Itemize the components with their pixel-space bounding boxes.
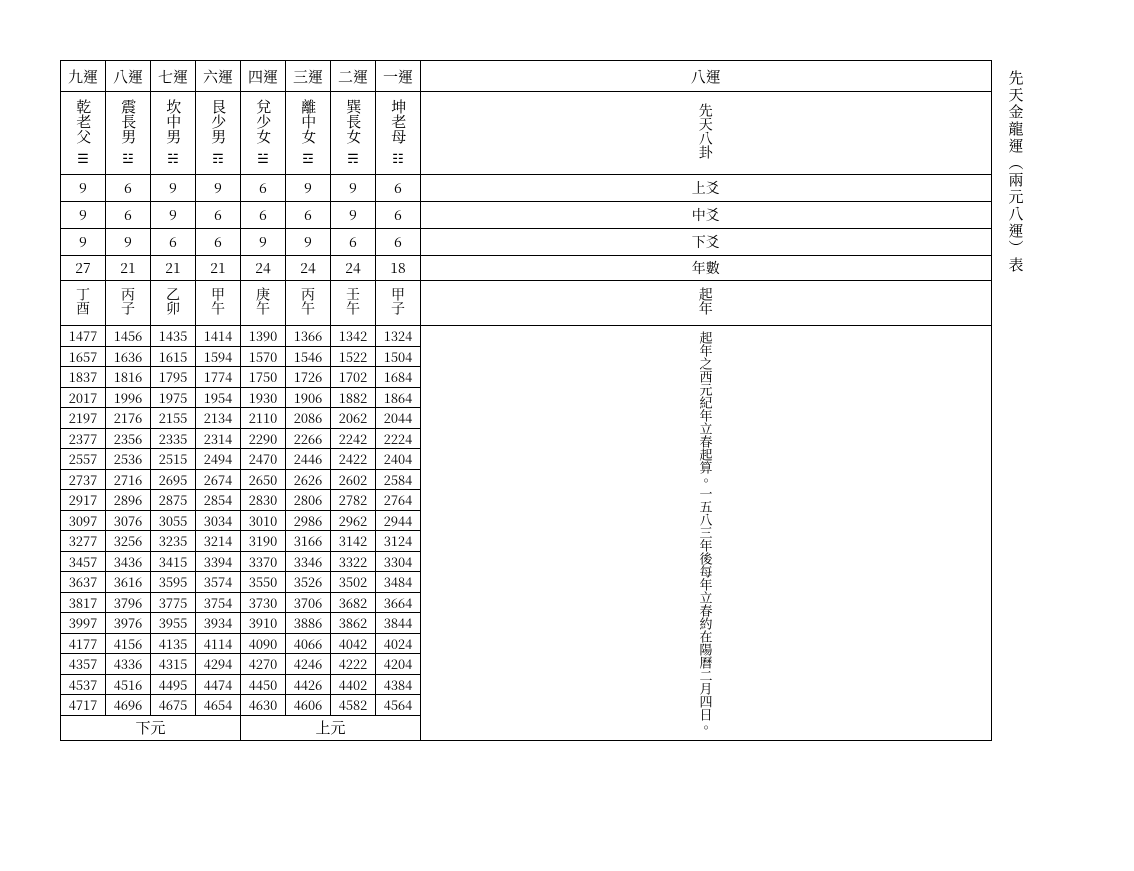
bagua-cell: 乾老父☰ xyxy=(61,92,106,175)
qinian-row: 丁酉 丙子 乙卯 甲午 庚午 丙午 壬午 甲子 起年 xyxy=(61,281,992,326)
trigram-icon: ☷ xyxy=(376,151,420,167)
bagua-cell: 震長男☳ xyxy=(106,92,151,175)
bagua-cell: 巽長女☴ xyxy=(331,92,376,175)
footer-xiayuan: 下元 xyxy=(61,715,241,740)
trigram-icon: ☲ xyxy=(286,151,330,167)
qinian-label: 起年 xyxy=(421,281,992,326)
col-head: 二運 xyxy=(331,61,376,92)
yao-label: 下爻 xyxy=(421,229,992,256)
col-head: 三運 xyxy=(286,61,331,92)
yao-row: 99669966 下爻 xyxy=(61,229,992,256)
trigram-icon: ☱ xyxy=(241,151,285,167)
yao-row: 96966696 中爻 xyxy=(61,202,992,229)
trigram-icon: ☴ xyxy=(331,151,375,167)
bagua-cell: 坎中男☵ xyxy=(151,92,196,175)
yao-label: 上爻 xyxy=(421,175,992,202)
nianshu-row: 2721212124242418 年數 xyxy=(61,256,992,281)
bagua-cell: 坤老母☷ xyxy=(376,92,421,175)
trigram-icon: ☵ xyxy=(151,151,195,167)
col-head: 七運 xyxy=(151,61,196,92)
col-head: 八運 xyxy=(421,61,992,92)
yun-table: 九運 八運 七運 六運 四運 三運 二運 一運 八運 乾老父☰ 震長男☳ 坎中男… xyxy=(60,60,992,741)
col-head-row: 九運 八運 七運 六運 四運 三運 二運 一運 八運 xyxy=(61,61,992,92)
col-head: 六運 xyxy=(196,61,241,92)
footer-shangyuan: 上元 xyxy=(241,715,421,740)
bagua-row: 乾老父☰ 震長男☳ 坎中男☵ 艮少男☶ 兌少女☱ 離中女☲ 巽長女☴ 坤老母☷ … xyxy=(61,92,992,175)
side-note: 起年之西元紀年立春起算。一五八三年後每年立春約在陽曆二月四日。 xyxy=(421,326,992,741)
table-title: 先天金龍運（兩元八運）表 xyxy=(1006,70,1027,274)
bagua-label: 先天八卦 xyxy=(421,92,992,175)
yao-row: 96996996 上爻 xyxy=(61,175,992,202)
col-head: 八運 xyxy=(106,61,151,92)
bagua-cell: 艮少男☶ xyxy=(196,92,241,175)
bagua-cell: 兌少女☱ xyxy=(241,92,286,175)
col-head: 一運 xyxy=(376,61,421,92)
col-head: 四運 xyxy=(241,61,286,92)
nianshu-label: 年數 xyxy=(421,256,992,281)
trigram-icon: ☶ xyxy=(196,151,240,167)
trigram-icon: ☳ xyxy=(106,151,150,167)
trigram-icon: ☰ xyxy=(61,151,105,167)
bagua-cell: 離中女☲ xyxy=(286,92,331,175)
yao-label: 中爻 xyxy=(421,202,992,229)
year-row: 14771456143514141390136613421324 起年之西元紀年… xyxy=(61,326,992,347)
table-area: 九運 八運 七運 六運 四運 三運 二運 一運 八運 乾老父☰ 震長男☳ 坎中男… xyxy=(60,60,1029,741)
col-head: 九運 xyxy=(61,61,106,92)
